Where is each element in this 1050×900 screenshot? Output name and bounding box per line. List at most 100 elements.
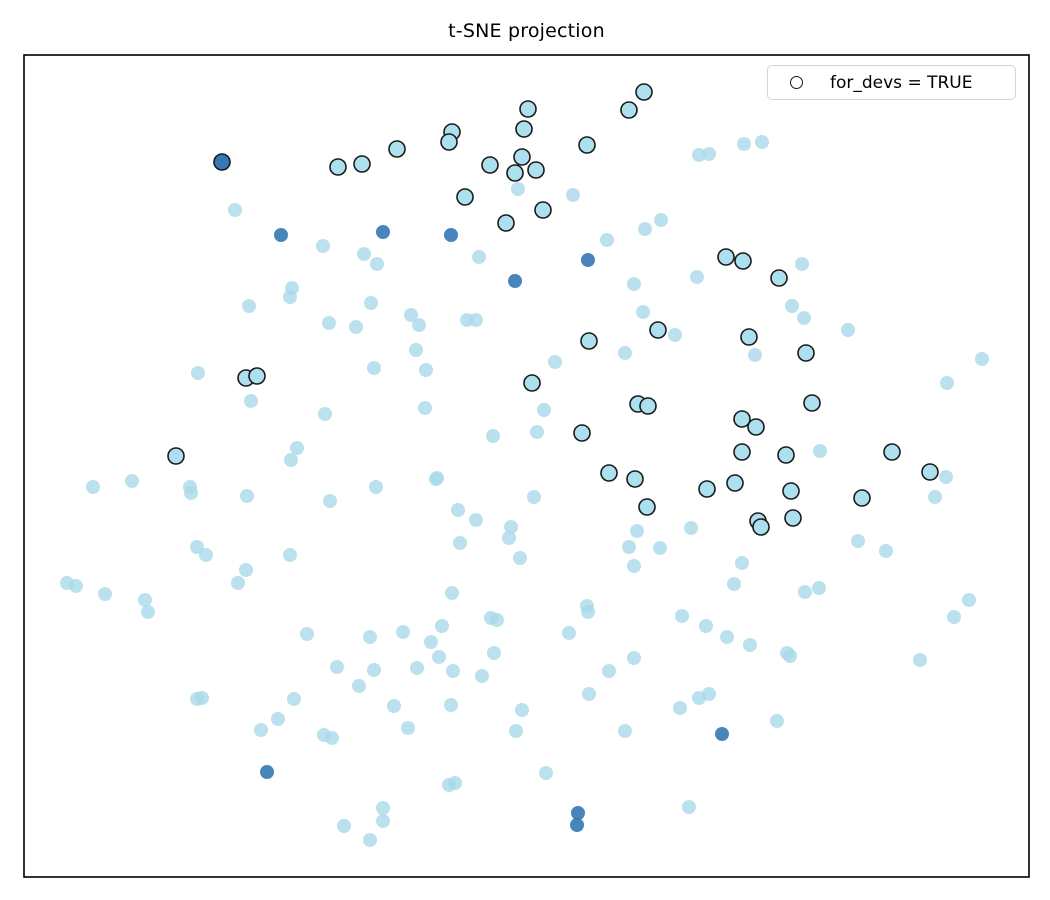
series-regular — [60, 135, 989, 847]
point-regular — [515, 703, 529, 717]
point-regular — [947, 610, 961, 624]
point-for_devs_true — [782, 482, 800, 500]
point-regular — [244, 394, 258, 408]
point-for_devs_true — [519, 100, 537, 118]
point-regular — [98, 587, 112, 601]
point-dark — [274, 228, 288, 242]
point-for_devs_true — [578, 136, 596, 154]
point-regular — [363, 630, 377, 644]
point-regular — [284, 453, 298, 467]
point-regular — [448, 776, 462, 790]
point-regular — [401, 721, 415, 735]
point-regular — [387, 699, 401, 713]
point-regular — [562, 626, 576, 640]
series-dark — [260, 225, 729, 832]
point-regular — [962, 593, 976, 607]
point-regular — [271, 712, 285, 726]
point-regular — [653, 541, 667, 555]
point-regular — [316, 239, 330, 253]
point-regular — [638, 222, 652, 236]
point-regular — [195, 691, 209, 705]
point-for_devs_true — [740, 328, 758, 346]
point-for_devs_true — [440, 133, 458, 151]
point-regular — [287, 692, 301, 706]
point-for_devs_true — [733, 410, 751, 428]
point-regular — [469, 313, 483, 327]
point-for_devs_true — [883, 443, 901, 461]
point-for_devs_true — [329, 158, 347, 176]
point-regular — [530, 425, 544, 439]
legend-label: for_devs = TRUE — [830, 72, 973, 93]
point-regular — [435, 619, 449, 633]
point-regular — [690, 270, 704, 284]
point-regular — [654, 213, 668, 227]
point-regular — [939, 470, 953, 484]
point-regular — [618, 724, 632, 738]
point-regular — [682, 800, 696, 814]
point-regular — [190, 540, 204, 554]
point-regular — [404, 308, 418, 322]
point-regular — [581, 605, 595, 619]
point-regular — [125, 474, 139, 488]
point-regular — [527, 490, 541, 504]
point-for_devs_true — [353, 155, 371, 173]
point-regular — [357, 247, 371, 261]
point-for_devs_true — [921, 463, 939, 481]
point-regular — [446, 664, 460, 678]
plot-frame — [23, 54, 1030, 878]
point-regular — [349, 320, 363, 334]
point-regular — [748, 348, 762, 362]
series-for_devs_true — [167, 83, 939, 536]
point-dark — [260, 765, 274, 779]
point-for_devs_true — [573, 424, 591, 442]
point-regular — [511, 182, 525, 196]
point-regular — [812, 581, 826, 595]
point-regular — [813, 444, 827, 458]
series-for_devs_true_dark — [213, 153, 231, 171]
point-regular — [566, 188, 580, 202]
point-regular — [720, 630, 734, 644]
point-regular — [602, 664, 616, 678]
point-for_devs_true — [456, 188, 474, 206]
point-for_devs_true — [726, 474, 744, 492]
point-for_devs_true — [698, 480, 716, 498]
point-regular — [445, 586, 459, 600]
point-regular — [737, 137, 751, 151]
point-regular — [364, 296, 378, 310]
point-regular — [487, 646, 501, 660]
point-regular — [699, 619, 713, 633]
point-regular — [548, 355, 562, 369]
point-regular — [627, 559, 641, 573]
point-regular — [622, 540, 636, 554]
point-regular — [254, 723, 268, 737]
point-regular — [755, 135, 769, 149]
point-for_devs_true — [784, 509, 802, 527]
point-regular — [424, 635, 438, 649]
point-regular — [323, 494, 337, 508]
point-regular — [630, 524, 644, 538]
point-regular — [618, 346, 632, 360]
point-regular — [283, 548, 297, 562]
scatter-points — [60, 83, 989, 847]
point-regular — [300, 627, 314, 641]
point-for_devs_true_dark — [213, 153, 231, 171]
point-regular — [469, 513, 483, 527]
point-regular — [69, 579, 83, 593]
point-regular — [504, 520, 518, 534]
point-for_devs_true — [248, 367, 266, 385]
point-regular — [851, 534, 865, 548]
point-for_devs_true — [770, 269, 788, 287]
point-for_devs_true — [803, 394, 821, 412]
point-regular — [975, 352, 989, 366]
point-for_devs_true — [626, 470, 644, 488]
point-for_devs_true — [639, 397, 657, 415]
point-regular — [539, 766, 553, 780]
point-regular — [242, 299, 256, 313]
point-regular — [231, 576, 245, 590]
point-for_devs_true — [580, 332, 598, 350]
point-regular — [283, 290, 297, 304]
point-regular — [940, 376, 954, 390]
point-for_devs_true — [534, 201, 552, 219]
